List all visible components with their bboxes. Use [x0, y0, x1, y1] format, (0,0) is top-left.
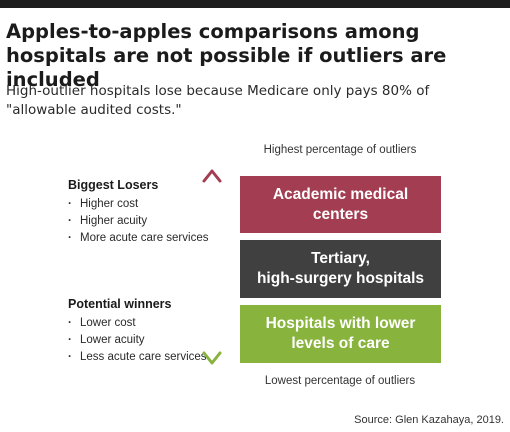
list-item: More acute care services — [68, 230, 208, 247]
potential-winners-list: Lower cost Lower acuity Less acute care … — [68, 315, 207, 366]
list-item: Higher acuity — [68, 213, 208, 230]
biggest-losers-heading: Biggest Losers — [68, 178, 159, 192]
list-item: Lower acuity — [68, 332, 207, 349]
lowest-outliers-label: Lowest percentage of outliers — [264, 375, 416, 387]
list-item: Lower cost — [68, 315, 207, 332]
list-item: Less acute care services — [68, 349, 207, 366]
list-item: Higher cost — [68, 196, 208, 213]
top-rule — [0, 0, 510, 8]
page-subtitle: High-outlier hospitals lose because Medi… — [6, 83, 430, 118]
tertiary-hospitals-box: Tertiary, high-surgery hospitals — [240, 240, 441, 298]
potential-winners-heading: Potential winners — [68, 297, 172, 311]
arrow-head-down — [202, 351, 222, 365]
potential-winners-group: Potential winners Lower cost Lower acuit… — [68, 296, 207, 366]
biggest-losers-list: Higher cost Higher acuity More acute car… — [68, 196, 208, 247]
double-headed-vertical-arrow-icon — [202, 169, 222, 365]
arrow-head-up — [202, 169, 222, 183]
biggest-losers-group: Biggest Losers Higher cost Higher acuity… — [68, 177, 208, 247]
academic-medical-centers-box: Academic medical centers — [240, 176, 441, 233]
highest-outliers-label: Highest percentage of outliers — [263, 144, 417, 156]
page-title: Apples-to-apples comparisons among hospi… — [6, 20, 447, 91]
lower-care-hospitals-box: Hospitals with lower levels of care — [240, 305, 441, 363]
source-note: Source: Glen Kazahaya, 2019. — [354, 414, 504, 426]
